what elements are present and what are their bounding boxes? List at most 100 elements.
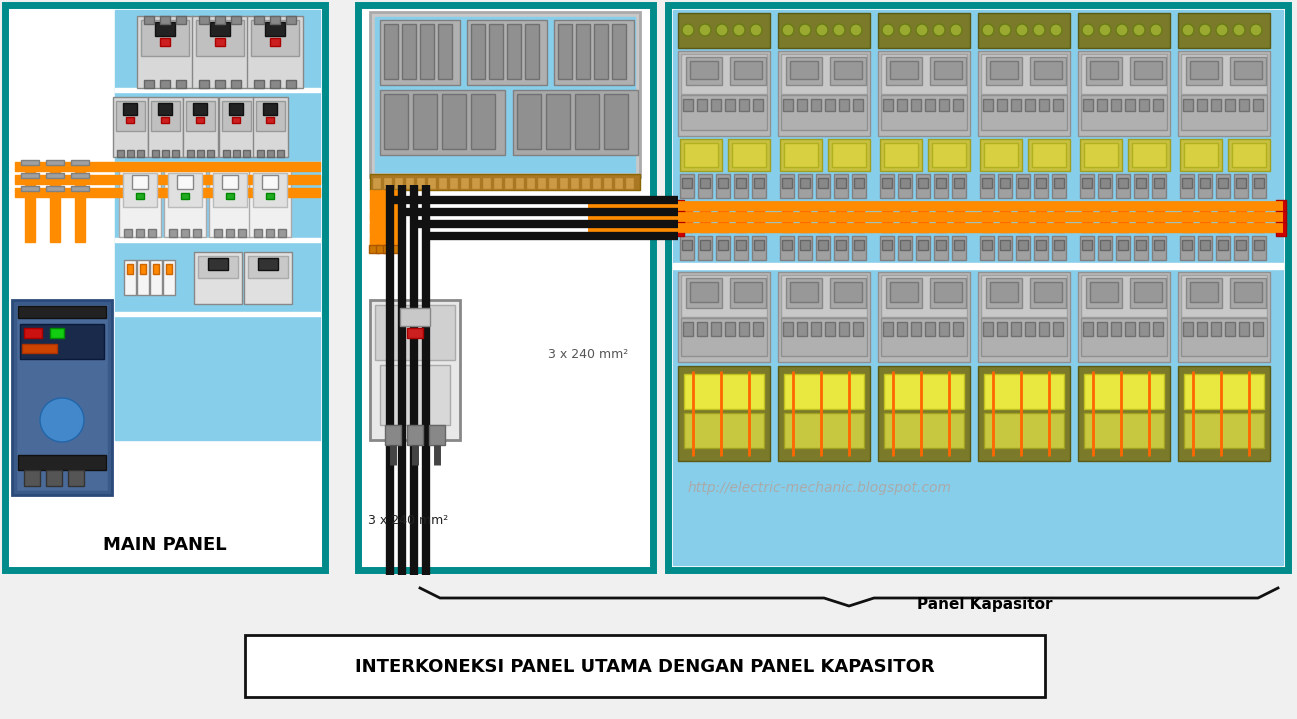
Bar	[156, 22, 175, 36]
Bar	[263, 103, 278, 115]
Bar	[210, 22, 230, 36]
Bar	[786, 57, 822, 85]
Bar	[698, 174, 712, 198]
Bar	[1182, 202, 1192, 232]
Bar	[825, 99, 835, 111]
Bar	[1200, 178, 1210, 188]
Bar	[934, 61, 962, 79]
Text: MAIN PANEL: MAIN PANEL	[104, 536, 227, 554]
Bar	[384, 190, 392, 250]
Bar	[853, 178, 864, 188]
Bar	[1034, 236, 1048, 260]
Bar	[782, 202, 792, 232]
Bar	[1154, 202, 1163, 232]
Bar	[678, 366, 770, 461]
Text: 3 x 240 mm²: 3 x 240 mm²	[368, 513, 449, 526]
Bar	[45, 173, 64, 178]
Bar	[1230, 278, 1266, 308]
Bar	[115, 101, 145, 131]
Bar	[471, 94, 495, 149]
Bar	[399, 308, 431, 326]
Bar	[1084, 374, 1163, 409]
Bar	[1000, 178, 1010, 188]
Bar	[711, 322, 721, 336]
Bar	[831, 143, 866, 167]
Bar	[604, 94, 628, 149]
Bar	[384, 24, 398, 79]
Bar	[1191, 282, 1218, 302]
Circle shape	[750, 24, 763, 36]
Bar	[265, 22, 285, 36]
Circle shape	[1198, 24, 1211, 36]
Bar	[997, 99, 1006, 111]
Bar	[51, 162, 60, 242]
Bar	[370, 245, 379, 253]
Bar	[800, 202, 811, 232]
Bar	[1236, 178, 1246, 188]
Bar	[1218, 240, 1228, 250]
Bar	[71, 173, 89, 178]
Bar	[983, 322, 994, 336]
Bar	[45, 160, 64, 165]
Bar	[1010, 99, 1021, 111]
Bar	[1118, 240, 1128, 250]
Bar	[427, 177, 436, 189]
Bar	[754, 322, 763, 336]
Bar	[898, 99, 907, 111]
Bar	[1030, 57, 1066, 85]
Bar	[939, 99, 949, 111]
Bar	[1276, 211, 1287, 225]
Circle shape	[999, 24, 1010, 36]
Bar	[1182, 95, 1267, 130]
Bar	[1218, 178, 1228, 188]
Bar	[166, 264, 173, 274]
Bar	[1134, 282, 1162, 302]
Bar	[187, 150, 195, 157]
Bar	[852, 174, 866, 198]
Bar	[1230, 57, 1266, 85]
Bar	[18, 306, 106, 318]
Bar	[798, 174, 812, 198]
Bar	[952, 236, 966, 260]
Circle shape	[782, 24, 794, 36]
Bar	[1134, 174, 1148, 198]
Bar	[933, 143, 966, 167]
Bar	[680, 236, 694, 260]
Bar	[853, 322, 863, 336]
Bar	[916, 236, 930, 260]
Bar	[734, 236, 748, 260]
Circle shape	[1099, 24, 1112, 36]
Bar	[136, 193, 144, 199]
Bar	[239, 229, 246, 237]
Bar	[232, 117, 240, 123]
Bar	[144, 80, 154, 88]
Bar	[215, 38, 224, 46]
Bar	[1084, 143, 1118, 167]
Bar	[936, 240, 946, 250]
Bar	[594, 24, 608, 79]
Bar	[137, 260, 149, 295]
Bar	[115, 10, 320, 440]
Bar	[978, 13, 1070, 48]
Bar	[990, 61, 1018, 79]
Bar	[525, 24, 540, 79]
Bar	[853, 202, 864, 232]
Bar	[1118, 202, 1128, 232]
Bar	[878, 272, 970, 362]
Bar	[853, 240, 864, 250]
Bar	[939, 322, 949, 336]
Bar	[420, 24, 434, 79]
Circle shape	[982, 24, 994, 36]
Bar	[1185, 57, 1222, 85]
Bar	[19, 324, 104, 359]
Bar	[883, 99, 894, 111]
Bar	[384, 94, 409, 149]
Bar	[249, 169, 291, 237]
Bar	[163, 169, 206, 237]
Bar	[1054, 178, 1064, 188]
Bar	[886, 57, 922, 85]
Bar	[153, 264, 160, 274]
Bar	[918, 178, 927, 188]
Bar	[886, 278, 922, 308]
Bar	[375, 305, 455, 360]
